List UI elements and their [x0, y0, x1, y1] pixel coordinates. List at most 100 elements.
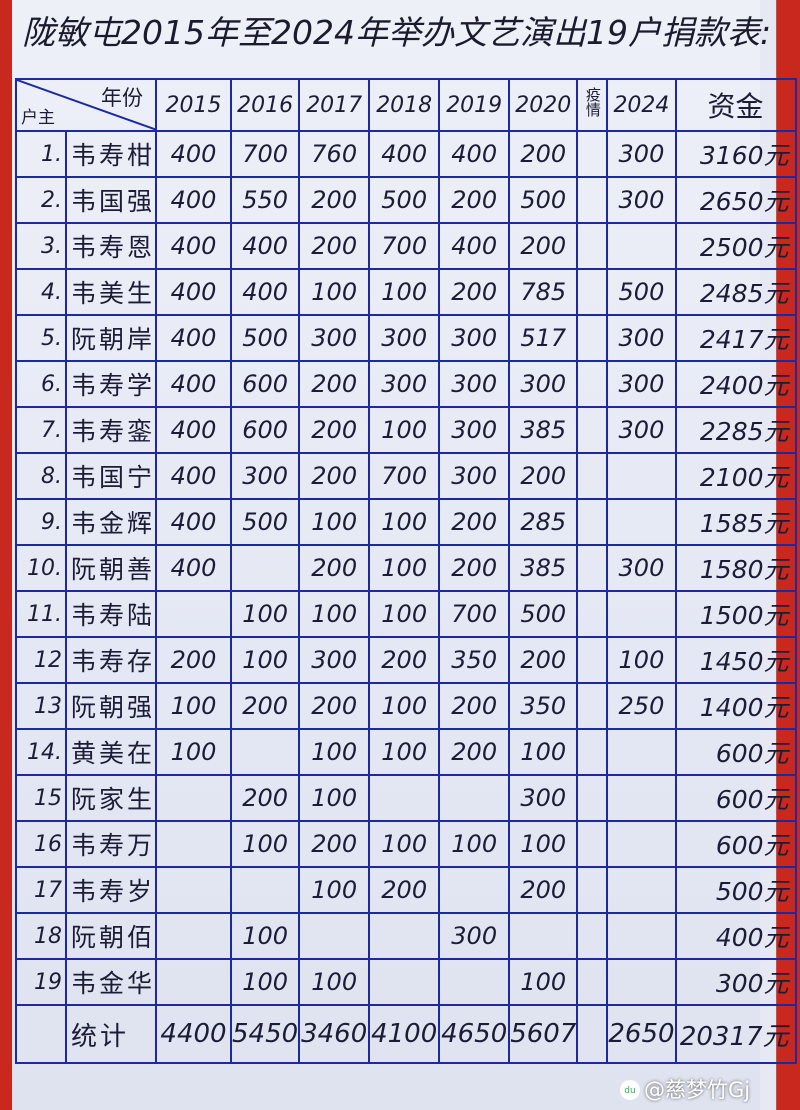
- cell-2015: 400: [155, 176, 233, 224]
- cell-2018: 100: [368, 406, 441, 454]
- table-row: 13 阮朝强 100 200 200 100 200 350 250 1400元: [15, 682, 797, 730]
- household-name: 韦国强: [64, 176, 158, 224]
- household-name: 阮朝佰: [64, 912, 158, 960]
- cell-2020: 100: [508, 958, 579, 1006]
- table-row: 6. 韦寿学 400 600 200 300 300 300 300 2400元: [15, 360, 797, 408]
- watermark: du @慈梦竹Gj: [620, 1078, 750, 1102]
- household-name: 韦寿銮: [64, 406, 158, 454]
- cell-2024: [606, 498, 677, 546]
- cell-2018: [368, 912, 441, 960]
- cell-2016: 500: [230, 314, 301, 362]
- cell-2015: 400: [155, 314, 233, 362]
- cell-2019: 350: [438, 636, 511, 684]
- header-2016: 2016: [230, 78, 301, 132]
- cell-2017: 100: [298, 774, 371, 822]
- row-total: 2400元: [674, 360, 797, 408]
- cell-2015: 100: [155, 682, 233, 730]
- cell-2018: 100: [368, 498, 441, 546]
- cell-2019: 200: [438, 682, 511, 730]
- cell-2020: 785: [508, 268, 579, 316]
- header-2015: 2015: [155, 78, 233, 132]
- row-total: 400元: [674, 912, 797, 960]
- header-2018: 2018: [368, 78, 441, 132]
- cell-2017: 100: [298, 866, 371, 914]
- cell-2015: 400: [155, 222, 233, 270]
- cell-2015: 400: [155, 360, 233, 408]
- cell-2019: 200: [438, 176, 511, 224]
- cell-2020: 385: [508, 544, 579, 592]
- cell-epidemic: [576, 452, 609, 500]
- row-number: 7.: [15, 406, 67, 454]
- cell-2020: 100: [508, 820, 579, 868]
- cell-epidemic: [576, 636, 609, 684]
- cell-2020: 350: [508, 682, 579, 730]
- cell-2017: 200: [298, 360, 371, 408]
- cell-2015: 100: [155, 728, 233, 776]
- table-row: 7. 韦寿銮 400 600 200 100 300 385 300 2285元: [15, 406, 797, 454]
- cell-epidemic: [576, 222, 609, 270]
- cell-epidemic: [576, 728, 609, 776]
- header-row: 年份 户主 2015 2016 2017 2018 2019 2020 疫情 2…: [14, 78, 797, 132]
- cell-2024: 300: [606, 406, 677, 454]
- header-2019: 2019: [438, 78, 511, 132]
- row-number: 19: [15, 958, 67, 1006]
- cell-2017: 100: [298, 590, 371, 638]
- cell-2024: [606, 222, 677, 270]
- table-row: 19 韦金华 100 100 100 300元: [15, 958, 797, 1006]
- row-number: 4.: [15, 268, 67, 316]
- cell-2017: 100: [298, 498, 371, 546]
- cell-2017: 200: [298, 406, 371, 454]
- summary-total: 20317元: [674, 1004, 797, 1064]
- summary-2015: 4400: [155, 1004, 233, 1064]
- cell-2016: 100: [230, 636, 301, 684]
- row-total: 2650元: [674, 176, 797, 224]
- cell-2016: 400: [230, 222, 301, 270]
- table-row: 15 阮家生 200 100 300 600元: [15, 774, 797, 822]
- cell-2024: 300: [606, 314, 677, 362]
- header-household-label: 户主: [21, 108, 55, 128]
- household-name: 阮朝强: [64, 682, 158, 730]
- household-name: 阮家生: [64, 774, 158, 822]
- row-number: 5.: [15, 314, 67, 362]
- cell-2015: [155, 820, 233, 868]
- header-year-label: 年份: [101, 86, 144, 110]
- row-total: 1500元: [674, 590, 797, 638]
- cell-2017: 300: [298, 636, 371, 684]
- cell-2019: 300: [438, 452, 511, 500]
- cell-2018: 700: [368, 222, 441, 270]
- row-total: 2500元: [674, 222, 797, 270]
- cell-2016: 200: [230, 682, 301, 730]
- cell-2016: 400: [230, 268, 301, 316]
- cell-2024: [606, 452, 677, 500]
- cell-2024: 300: [606, 130, 677, 178]
- cell-2019: 300: [438, 912, 511, 960]
- cell-epidemic: [576, 360, 609, 408]
- row-number: 12: [15, 636, 67, 684]
- summary-label: 统计: [64, 1004, 158, 1064]
- cell-2020: 200: [508, 636, 579, 684]
- row-total: 2100元: [674, 452, 797, 500]
- row-total: 1400元: [674, 682, 797, 730]
- cell-2016: [230, 728, 301, 776]
- cell-2020: 500: [508, 176, 579, 224]
- table-row: 18 阮朝佰 100 300 400元: [15, 912, 797, 960]
- cell-2024: 300: [606, 176, 677, 224]
- cell-2018: 700: [368, 452, 441, 500]
- cell-2016: 600: [230, 406, 301, 454]
- cell-2016: 100: [230, 912, 301, 960]
- header-2017: 2017: [298, 78, 371, 132]
- table-row: 12 韦寿存 200 100 300 200 350 200 100 1450元: [15, 636, 797, 684]
- cell-2015: 400: [155, 130, 233, 178]
- cell-2019: 100: [438, 820, 511, 868]
- cell-epidemic: [576, 866, 609, 914]
- household-name: 韦寿陆: [64, 590, 158, 638]
- cell-2019: 300: [438, 314, 511, 362]
- cell-2019: 400: [438, 130, 511, 178]
- row-number: 11.: [15, 590, 67, 638]
- cell-2017: 200: [298, 452, 371, 500]
- cell-2024: [606, 820, 677, 868]
- row-total: 2485元: [674, 268, 797, 316]
- summary-2017: 3460: [298, 1004, 371, 1064]
- cell-2020: 200: [508, 130, 579, 178]
- cell-2016: 100: [230, 590, 301, 638]
